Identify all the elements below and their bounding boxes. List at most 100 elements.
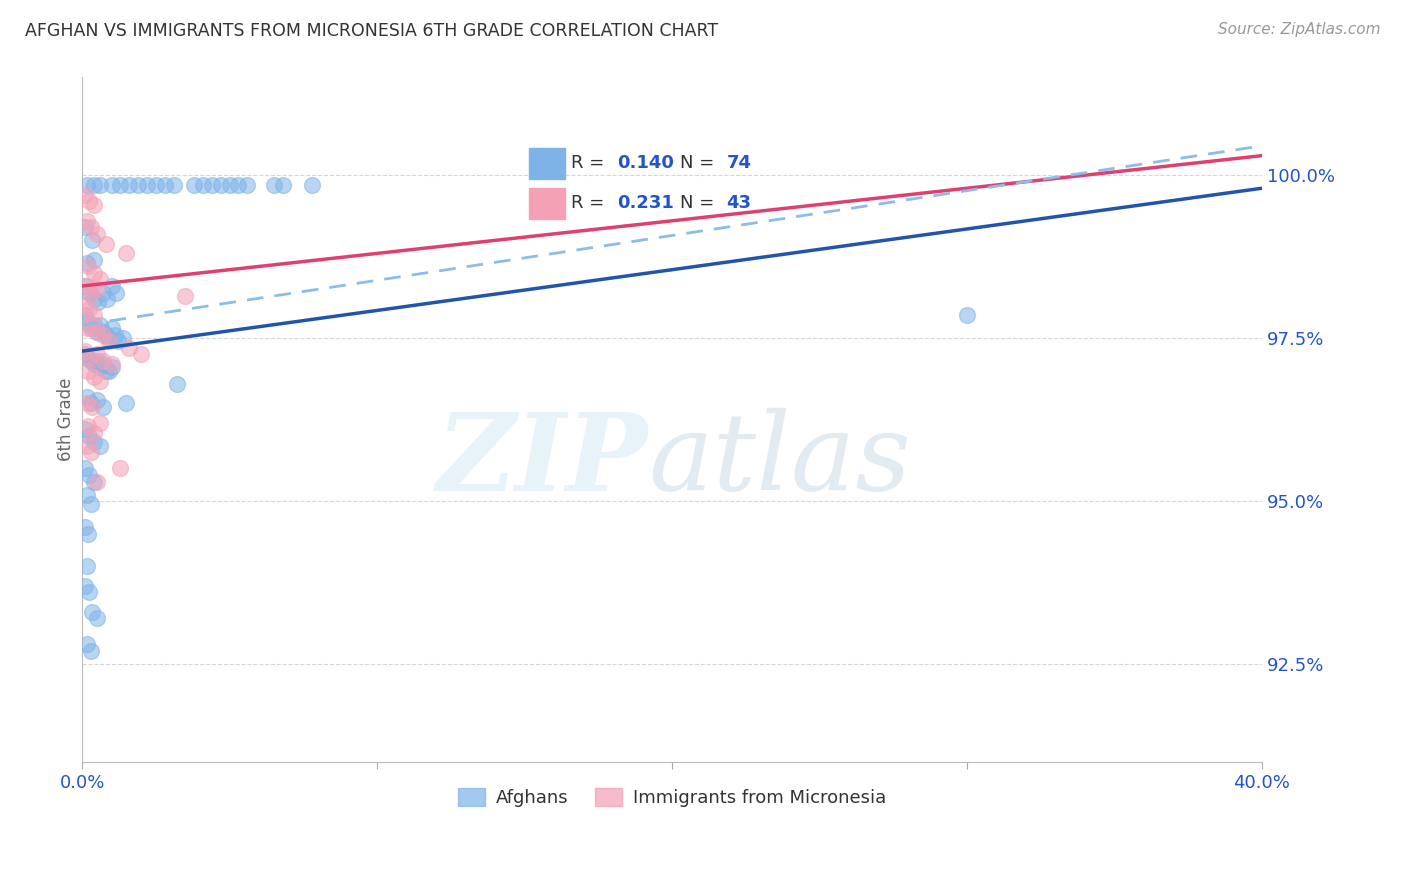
Point — [97, 364, 120, 378]
Point — [83, 252, 105, 267]
Point — [91, 400, 114, 414]
Point — [271, 178, 294, 192]
Point — [76, 559, 98, 574]
Point — [86, 611, 108, 625]
Point — [75, 279, 97, 293]
Point — [166, 376, 188, 391]
Point — [127, 178, 149, 192]
Point — [80, 396, 103, 410]
Point — [89, 318, 111, 332]
Point — [77, 315, 100, 329]
Point — [77, 351, 100, 365]
Point — [75, 422, 97, 436]
Point — [218, 178, 240, 192]
Point — [80, 497, 103, 511]
Point — [86, 354, 108, 368]
Point — [89, 178, 111, 192]
Point — [91, 357, 114, 371]
Point — [86, 392, 108, 407]
Point — [80, 321, 103, 335]
Point — [79, 194, 101, 209]
Point — [75, 520, 97, 534]
Point — [89, 439, 111, 453]
Point — [118, 178, 141, 192]
Point — [86, 325, 108, 339]
Point — [75, 461, 97, 475]
Point — [301, 178, 323, 192]
Point — [80, 318, 103, 332]
Point — [94, 327, 117, 342]
Point — [83, 266, 105, 280]
Y-axis label: 6th Grade: 6th Grade — [58, 378, 75, 461]
Point — [136, 178, 159, 192]
Point — [77, 526, 100, 541]
Point — [79, 285, 101, 300]
Point — [191, 178, 214, 192]
Point — [115, 396, 138, 410]
Point — [100, 178, 122, 192]
Point — [86, 347, 108, 361]
Point — [118, 341, 141, 355]
Point — [91, 285, 114, 300]
Point — [75, 344, 97, 359]
Point — [83, 425, 105, 440]
Point — [77, 364, 100, 378]
Point — [107, 334, 129, 349]
Point — [76, 396, 98, 410]
Point — [100, 360, 122, 375]
Point — [97, 331, 120, 345]
Point — [77, 419, 100, 434]
Point — [76, 214, 98, 228]
Point — [97, 334, 120, 349]
Point — [96, 292, 118, 306]
Point — [86, 227, 108, 241]
Point — [86, 475, 108, 489]
Point — [83, 309, 105, 323]
Point — [162, 178, 184, 192]
Point — [153, 178, 176, 192]
Point — [79, 351, 101, 365]
Point — [91, 327, 114, 342]
Point — [87, 295, 110, 310]
Point — [201, 178, 224, 192]
Point — [100, 321, 122, 335]
Point — [83, 357, 105, 371]
Point — [75, 187, 97, 202]
Point — [83, 370, 105, 384]
Point — [79, 585, 101, 599]
Point — [263, 178, 285, 192]
Point — [209, 178, 232, 192]
Point — [80, 285, 103, 300]
Point — [86, 282, 108, 296]
Point — [83, 318, 105, 332]
Text: atlas: atlas — [648, 408, 911, 513]
Point — [94, 236, 117, 251]
Point — [228, 178, 250, 192]
Point — [89, 272, 111, 286]
Point — [83, 178, 105, 192]
Point — [75, 299, 97, 313]
Point — [100, 279, 122, 293]
Point — [79, 301, 101, 316]
Point — [76, 279, 98, 293]
Point — [112, 331, 135, 345]
Point — [76, 178, 98, 192]
Point — [183, 178, 205, 192]
Point — [956, 309, 979, 323]
Point — [82, 400, 104, 414]
Point — [80, 354, 103, 368]
Point — [76, 487, 98, 501]
Point — [79, 429, 101, 443]
Text: Source: ZipAtlas.com: Source: ZipAtlas.com — [1218, 22, 1381, 37]
Point — [75, 309, 97, 323]
Point — [76, 390, 98, 404]
Point — [91, 354, 114, 368]
Point — [79, 468, 101, 483]
Point — [110, 178, 132, 192]
Point — [89, 416, 111, 430]
Point — [110, 461, 132, 475]
Point — [76, 321, 98, 335]
Point — [94, 364, 117, 378]
Point — [76, 256, 98, 270]
Point — [82, 605, 104, 619]
